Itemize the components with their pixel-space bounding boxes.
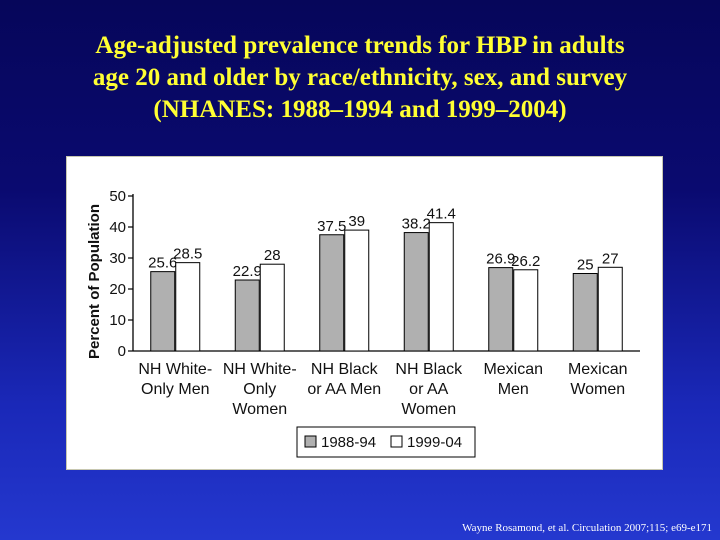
bar-value-label: 28 <box>264 247 281 264</box>
bar-1999-04 <box>428 222 454 352</box>
x-category-label: Mexican <box>568 361 628 378</box>
x-category-label: NH White- <box>223 361 297 378</box>
bar-value-label: 25 <box>577 257 594 274</box>
y-tick-label: 50 <box>109 188 126 205</box>
citation-footer: Wayne Rosamond, et al. Circulation 2007;… <box>462 522 712 534</box>
legend-label: 1999-04 <box>407 434 462 451</box>
legend-swatch-1988-94 <box>304 435 317 448</box>
bar-1988-94 <box>319 234 345 352</box>
bar-value-label: 22.9 <box>233 263 262 280</box>
y-tick-label: 20 <box>109 281 126 298</box>
legend-label: 1988-94 <box>321 434 376 451</box>
bar-value-label: 26.2 <box>511 253 540 270</box>
bar-1999-04 <box>513 269 539 352</box>
bar-1999-04 <box>175 262 201 352</box>
chart-panel: 0 10 20 30 40 50 Percent of Population 25.6 28.5… <box>66 156 663 470</box>
bar-chart: 0 10 20 30 40 50 Percent of Population 25.628.5… <box>86 188 640 458</box>
bar-1988-94 <box>403 232 429 352</box>
legend-box <box>296 426 476 458</box>
x-category-label: NH Black <box>311 361 379 378</box>
bar-1988-94 <box>572 273 598 352</box>
bar-1988-94 <box>234 279 260 352</box>
bar-value-label: 38.2 <box>402 216 431 233</box>
x-category-label: NH Black <box>395 361 463 378</box>
title-line-1: Age-adjusted prevalence trends for HBP i… <box>95 32 625 59</box>
title-line-2: age 20 and older by race/ethnicity, sex,… <box>92 64 628 91</box>
x-category-label: Women <box>232 401 287 418</box>
bar-value-label: 25.6 <box>148 255 177 272</box>
y-axis-label: Percent of Population <box>86 204 103 359</box>
y-tick-label: 0 <box>118 343 126 360</box>
bar-1999-04 <box>597 266 623 352</box>
bar-value-label: 27 <box>602 250 619 267</box>
bar-value-label: 41.4 <box>427 206 456 223</box>
title-line-3: (NHANES: 1988–1994 and 1999–2004) <box>153 96 567 123</box>
bar-1999-04 <box>344 229 370 352</box>
x-category-label: Women <box>570 381 625 398</box>
x-category-label: NH White- <box>138 361 212 378</box>
bar-1988-94 <box>150 271 176 352</box>
y-tick-label: 30 <box>109 250 126 267</box>
x-category-label: Only <box>243 381 276 398</box>
bar-value-label: 37.5 <box>317 218 346 235</box>
y-tick-label: 10 <box>109 312 126 329</box>
legend-swatch-1999-04 <box>390 435 403 448</box>
bar-value-label: 26.9 <box>486 251 515 268</box>
bar-1988-94 <box>488 267 514 352</box>
x-category-label: Mexican <box>483 361 543 378</box>
x-category-label: Women <box>401 401 456 418</box>
slide-title: Age-adjusted prevalence trends for HBP i… <box>0 30 720 126</box>
bar-value-label: 39 <box>348 213 365 230</box>
y-tick-label: 40 <box>109 219 126 236</box>
x-category-label: Men <box>498 381 529 398</box>
x-category-label: Only Men <box>141 381 209 398</box>
bar-1999-04 <box>259 263 285 352</box>
x-category-label: or AA <box>409 381 448 398</box>
x-category-label: or AA Men <box>307 381 381 398</box>
bar-value-label: 28.5 <box>173 246 202 263</box>
